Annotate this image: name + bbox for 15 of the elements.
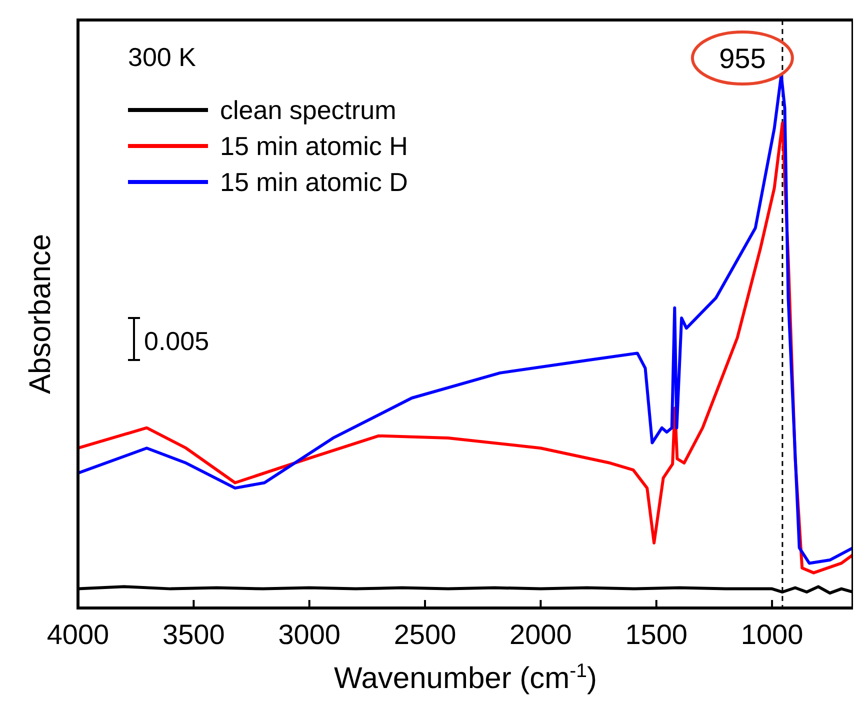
y-axis-title: Absorbance xyxy=(24,234,57,394)
x-axis-title: Wavenumber (cm$^{-1}$) xyxy=(334,660,597,695)
x-tick-label: 1500 xyxy=(625,619,688,650)
x-tick-label: 2000 xyxy=(510,619,572,650)
x-tick-label: 3500 xyxy=(162,619,225,650)
legend-label: 15 min atomic D xyxy=(220,167,408,197)
x-tick-label: 3000 xyxy=(278,619,340,650)
x-tick-label: 1000 xyxy=(740,619,804,650)
x-tick-label: 4000 xyxy=(46,619,110,650)
annotation: 0.005 xyxy=(144,326,210,356)
legend-title: 300 K xyxy=(128,42,197,72)
ref-line-label: 955 xyxy=(719,43,766,74)
legend-label: 15 min atomic H xyxy=(220,131,408,161)
legend-label: clean spectrum xyxy=(220,95,396,125)
x-tick-label: 2500 xyxy=(394,619,456,650)
